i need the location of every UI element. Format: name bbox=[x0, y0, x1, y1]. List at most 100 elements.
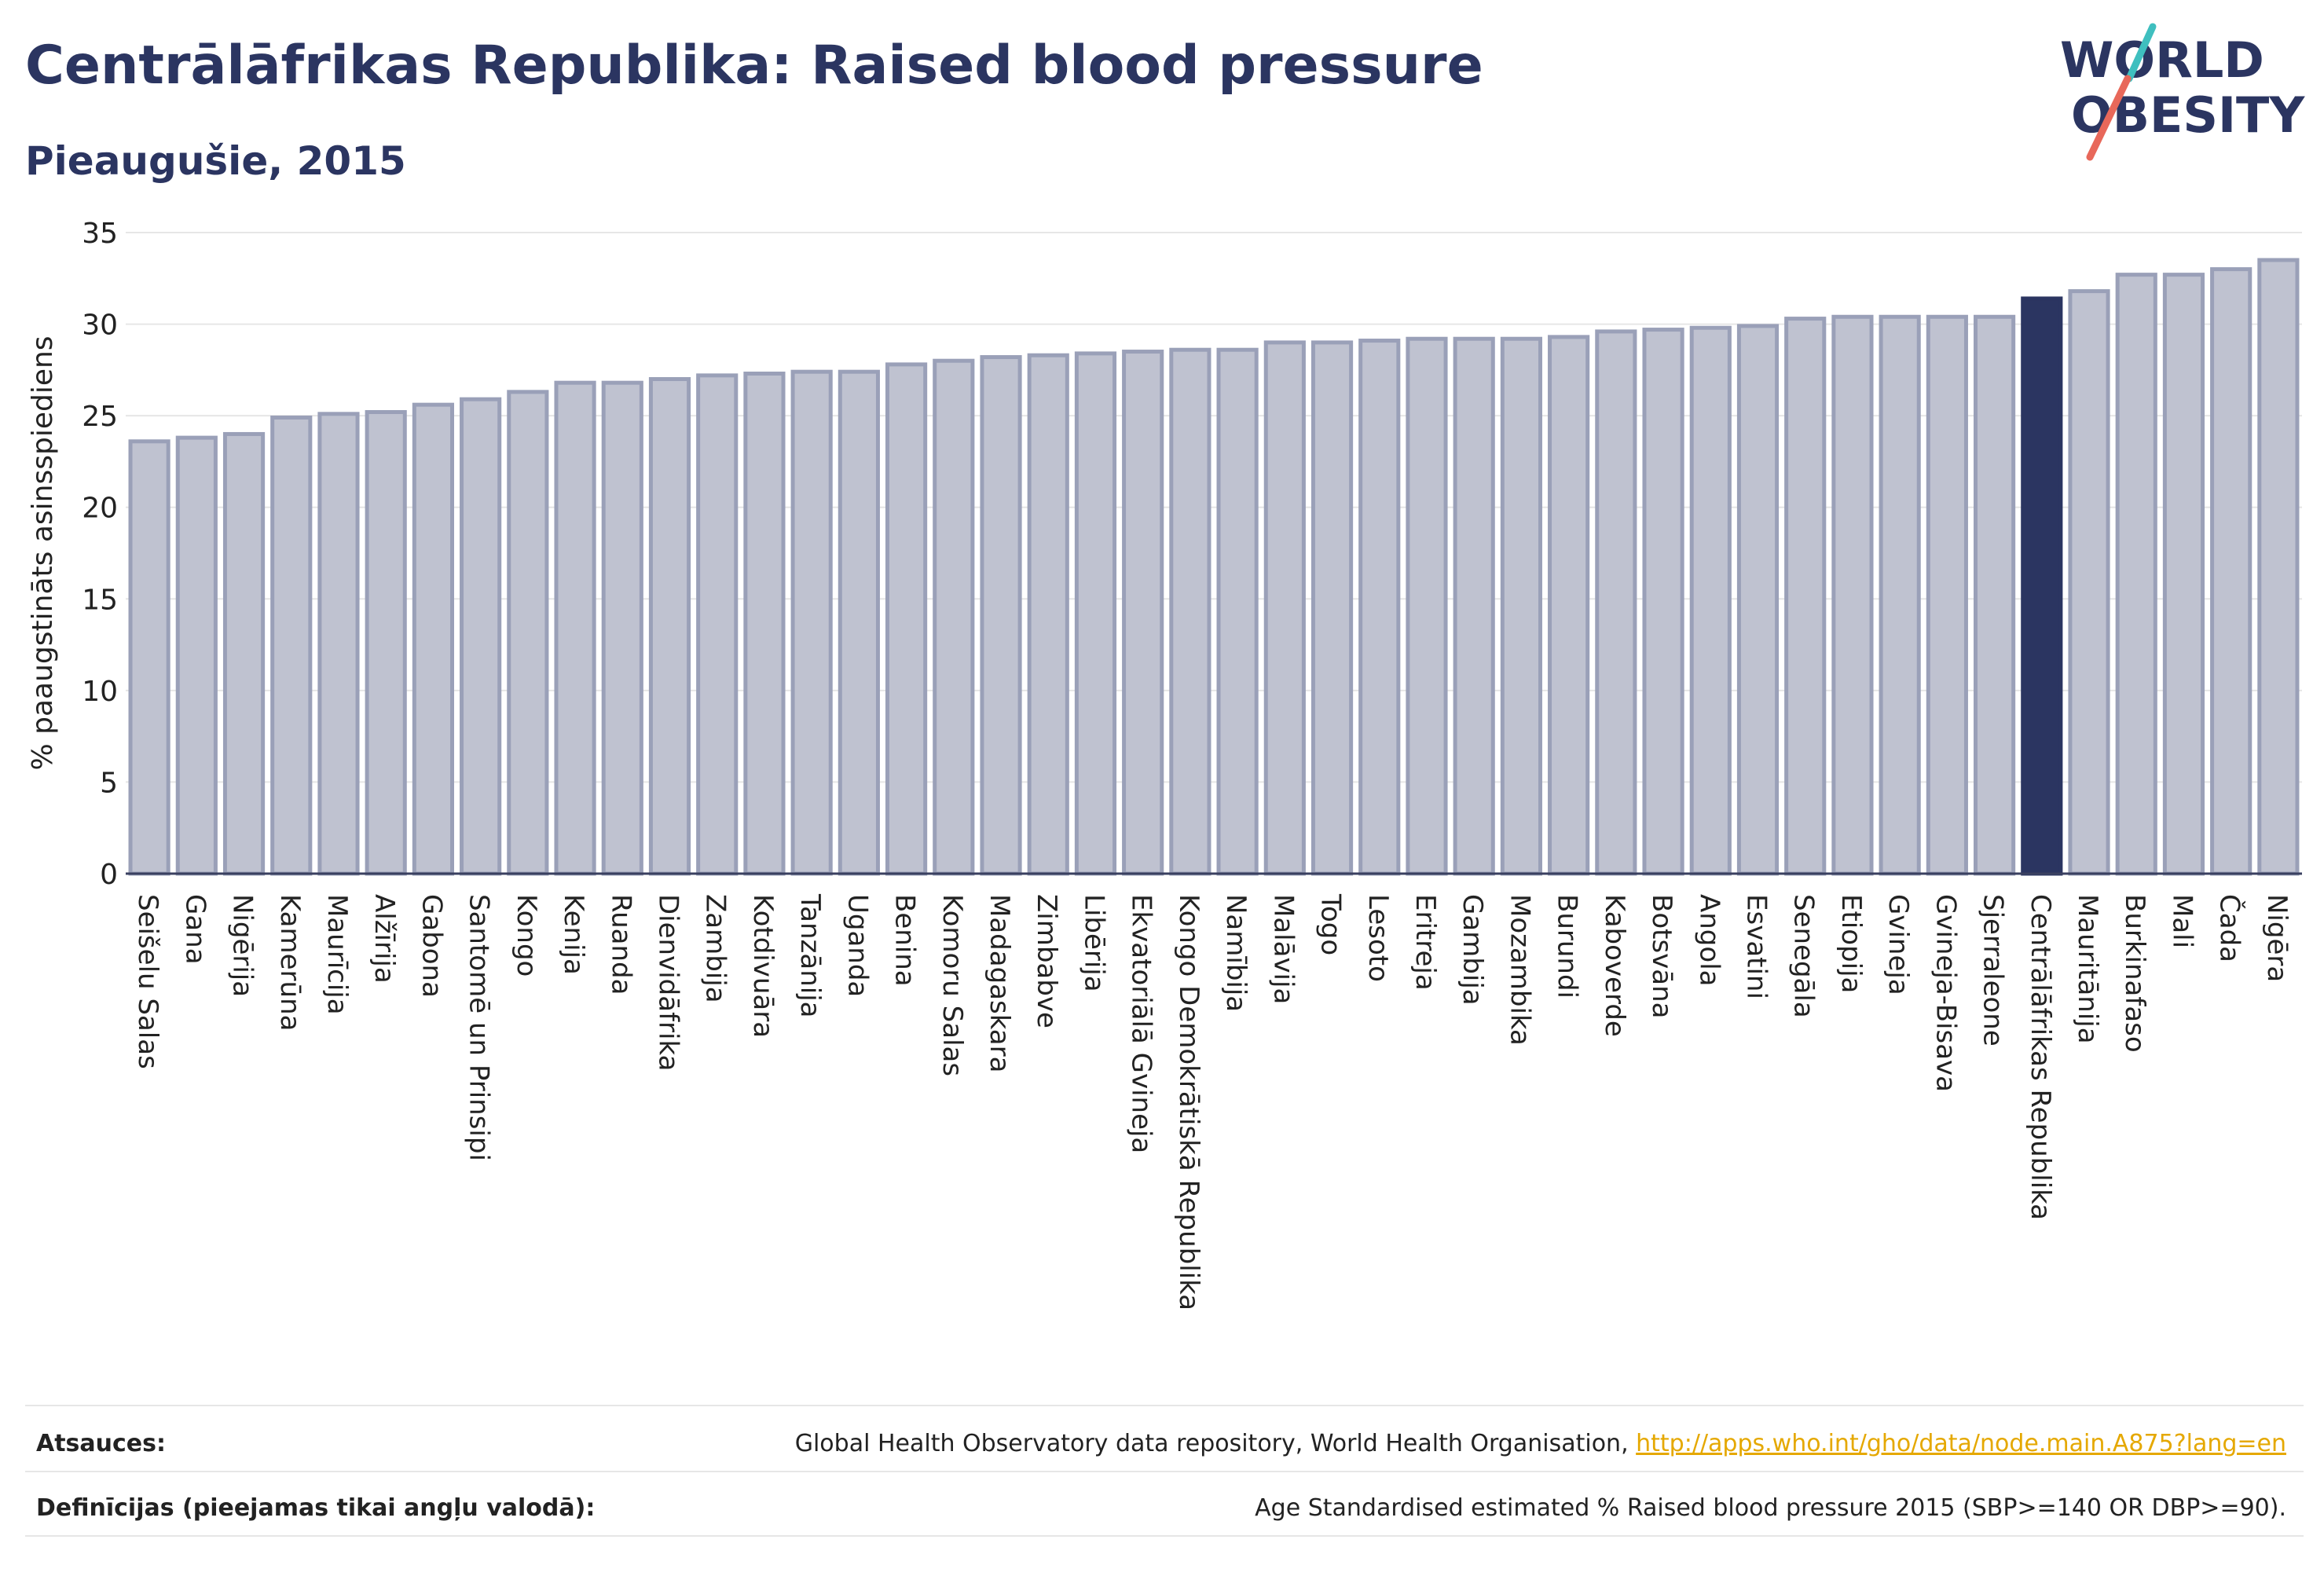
bar bbox=[1406, 336, 1448, 876]
bar bbox=[1642, 328, 1684, 876]
bar bbox=[507, 390, 549, 876]
x-tick-label: Sjerraleone bbox=[1978, 894, 2009, 1046]
x-tick-label: Ekvatoriālā Gvineja bbox=[1126, 894, 1157, 1153]
bar bbox=[696, 373, 739, 876]
bar bbox=[1216, 347, 1259, 876]
x-tick-label: Malāvija bbox=[1267, 894, 1299, 1004]
x-tick-label: Mauritānija bbox=[2072, 894, 2103, 1044]
x-tick-label: Zambija bbox=[700, 894, 731, 1003]
bar bbox=[2068, 289, 2110, 876]
x-tick-label: Burkinafaso bbox=[2119, 894, 2150, 1053]
world-obesity-logo: WORLD OBESITY bbox=[2060, 23, 2305, 161]
x-tick-label: Namībija bbox=[1220, 894, 1252, 1012]
bar bbox=[2162, 273, 2205, 876]
bar bbox=[1500, 336, 1542, 876]
bar bbox=[1689, 325, 1732, 876]
bar bbox=[1027, 353, 1069, 876]
bar bbox=[1453, 336, 1495, 876]
bar-chart: 0 5 10 15 20 25 30 35 Seišelu Salas Gana Nigērija… bbox=[27, 218, 2302, 1310]
x-tick-label: Uganda bbox=[841, 894, 873, 997]
bar bbox=[460, 397, 502, 876]
x-tick-label: Gabona bbox=[416, 894, 447, 998]
bar bbox=[1595, 329, 1637, 876]
y-tick-label: 35 bbox=[82, 218, 118, 250]
bar bbox=[2257, 258, 2300, 876]
x-tick-label: Benina bbox=[889, 894, 921, 987]
bar bbox=[648, 377, 691, 876]
footer-divider-bottom bbox=[25, 1535, 2304, 1537]
y-tick-label: 15 bbox=[82, 584, 118, 616]
x-tick-label: Kongo bbox=[511, 894, 542, 977]
y-axis-label: % paaugstināts asinsspiediens bbox=[27, 335, 59, 770]
bar bbox=[1879, 314, 1921, 876]
x-tick-label: Kenija bbox=[558, 894, 589, 975]
x-tick-label: Nigērija bbox=[227, 894, 258, 997]
x-tick-label: Eritreja bbox=[1409, 894, 1441, 991]
bar bbox=[601, 380, 643, 876]
bar bbox=[1736, 324, 1780, 876]
bar bbox=[175, 435, 218, 876]
chart-subtitle: Pieaugušie, 2015 bbox=[25, 138, 406, 184]
x-tick-label: Burundi bbox=[1552, 894, 1583, 999]
x-tick-label: Dienvidāfrika bbox=[653, 894, 684, 1071]
x-tick-label: Gvineja bbox=[1882, 894, 1914, 995]
bar bbox=[2115, 273, 2157, 876]
x-tick-label: Gambija bbox=[1457, 894, 1488, 1006]
x-tick-label: Togo bbox=[1315, 893, 1347, 955]
x-tick-label: Angola bbox=[1693, 894, 1725, 986]
bar bbox=[1074, 351, 1117, 876]
x-tick-label: Kotdivuāra bbox=[747, 894, 779, 1038]
x-tick-label: Esvatini bbox=[1741, 894, 1772, 999]
bar bbox=[554, 380, 596, 876]
x-tick-label: Kongo Demokrātiskā Republika bbox=[1173, 894, 1204, 1310]
x-tick-label: Maurīcija bbox=[321, 894, 353, 1015]
bar bbox=[1974, 314, 2016, 876]
x-tick-label: Kaboverde bbox=[1599, 894, 1630, 1037]
bar bbox=[790, 369, 833, 876]
definitions-value: Age Standardised estimated % Raised bloo… bbox=[1255, 1494, 2286, 1522]
x-tick-label: Libērija bbox=[1078, 894, 1109, 992]
y-tick-label: 10 bbox=[82, 676, 118, 708]
bar bbox=[1263, 340, 1306, 876]
chart-title: Centrālāfrikas Republika: Raised blood p… bbox=[25, 35, 1483, 97]
sources-value: Global Health Observatory data repositor… bbox=[795, 1430, 2286, 1457]
bar bbox=[1169, 347, 1211, 876]
bar bbox=[933, 358, 975, 876]
sources-label: Atsauces: bbox=[36, 1430, 166, 1457]
x-axis-labels: Seišelu Salas Gana Nigērija Kamerūna Maurīci… bbox=[132, 893, 2293, 1310]
x-tick-label: Madagaskara bbox=[984, 894, 1015, 1072]
bar bbox=[980, 355, 1022, 876]
bar bbox=[1548, 335, 1590, 876]
x-tick-label: Nigēra bbox=[2261, 894, 2293, 982]
logo-slash-coral bbox=[2086, 75, 2132, 161]
bar-highlight bbox=[2021, 296, 2063, 876]
footer-divider-middle bbox=[25, 1471, 2304, 1472]
x-tick-label: Gvineja-Bisava bbox=[1930, 894, 1961, 1092]
bar bbox=[1926, 314, 1968, 876]
x-tick-label: Komoru Salas bbox=[937, 894, 968, 1076]
x-tick-label: Etiopija bbox=[1835, 894, 1867, 993]
bar bbox=[838, 369, 880, 876]
x-tick-label: Alžīrija bbox=[368, 894, 400, 984]
y-tick-label: 0 bbox=[100, 859, 118, 891]
y-tick-label: 25 bbox=[82, 401, 118, 433]
sources-text: Global Health Observatory data repositor… bbox=[794, 1430, 1637, 1457]
sources-link[interactable]: http://apps.who.int/gho/data/node.main.A… bbox=[1636, 1430, 2286, 1457]
bar bbox=[1122, 350, 1164, 876]
bar bbox=[743, 372, 786, 876]
y-axis-ticks: 0 5 10 15 20 25 30 35 bbox=[82, 218, 118, 891]
bar bbox=[885, 362, 928, 876]
x-tick-label: Lesoto bbox=[1362, 894, 1394, 982]
x-tick-label: Gana bbox=[179, 894, 211, 965]
y-tick-label: 20 bbox=[82, 493, 118, 525]
x-tick-label: Zimbabve bbox=[1031, 894, 1062, 1028]
x-tick-label: Botsvāna bbox=[1646, 894, 1677, 1019]
bar bbox=[222, 431, 266, 876]
bar bbox=[317, 412, 360, 876]
footer-divider-top bbox=[25, 1405, 2304, 1406]
x-tick-label: Ruanda bbox=[605, 894, 636, 995]
bar bbox=[1784, 317, 1827, 876]
bar bbox=[1310, 340, 1354, 876]
x-tick-label: Kamerūna bbox=[274, 894, 306, 1031]
x-tick-label: Mali bbox=[2166, 894, 2198, 948]
